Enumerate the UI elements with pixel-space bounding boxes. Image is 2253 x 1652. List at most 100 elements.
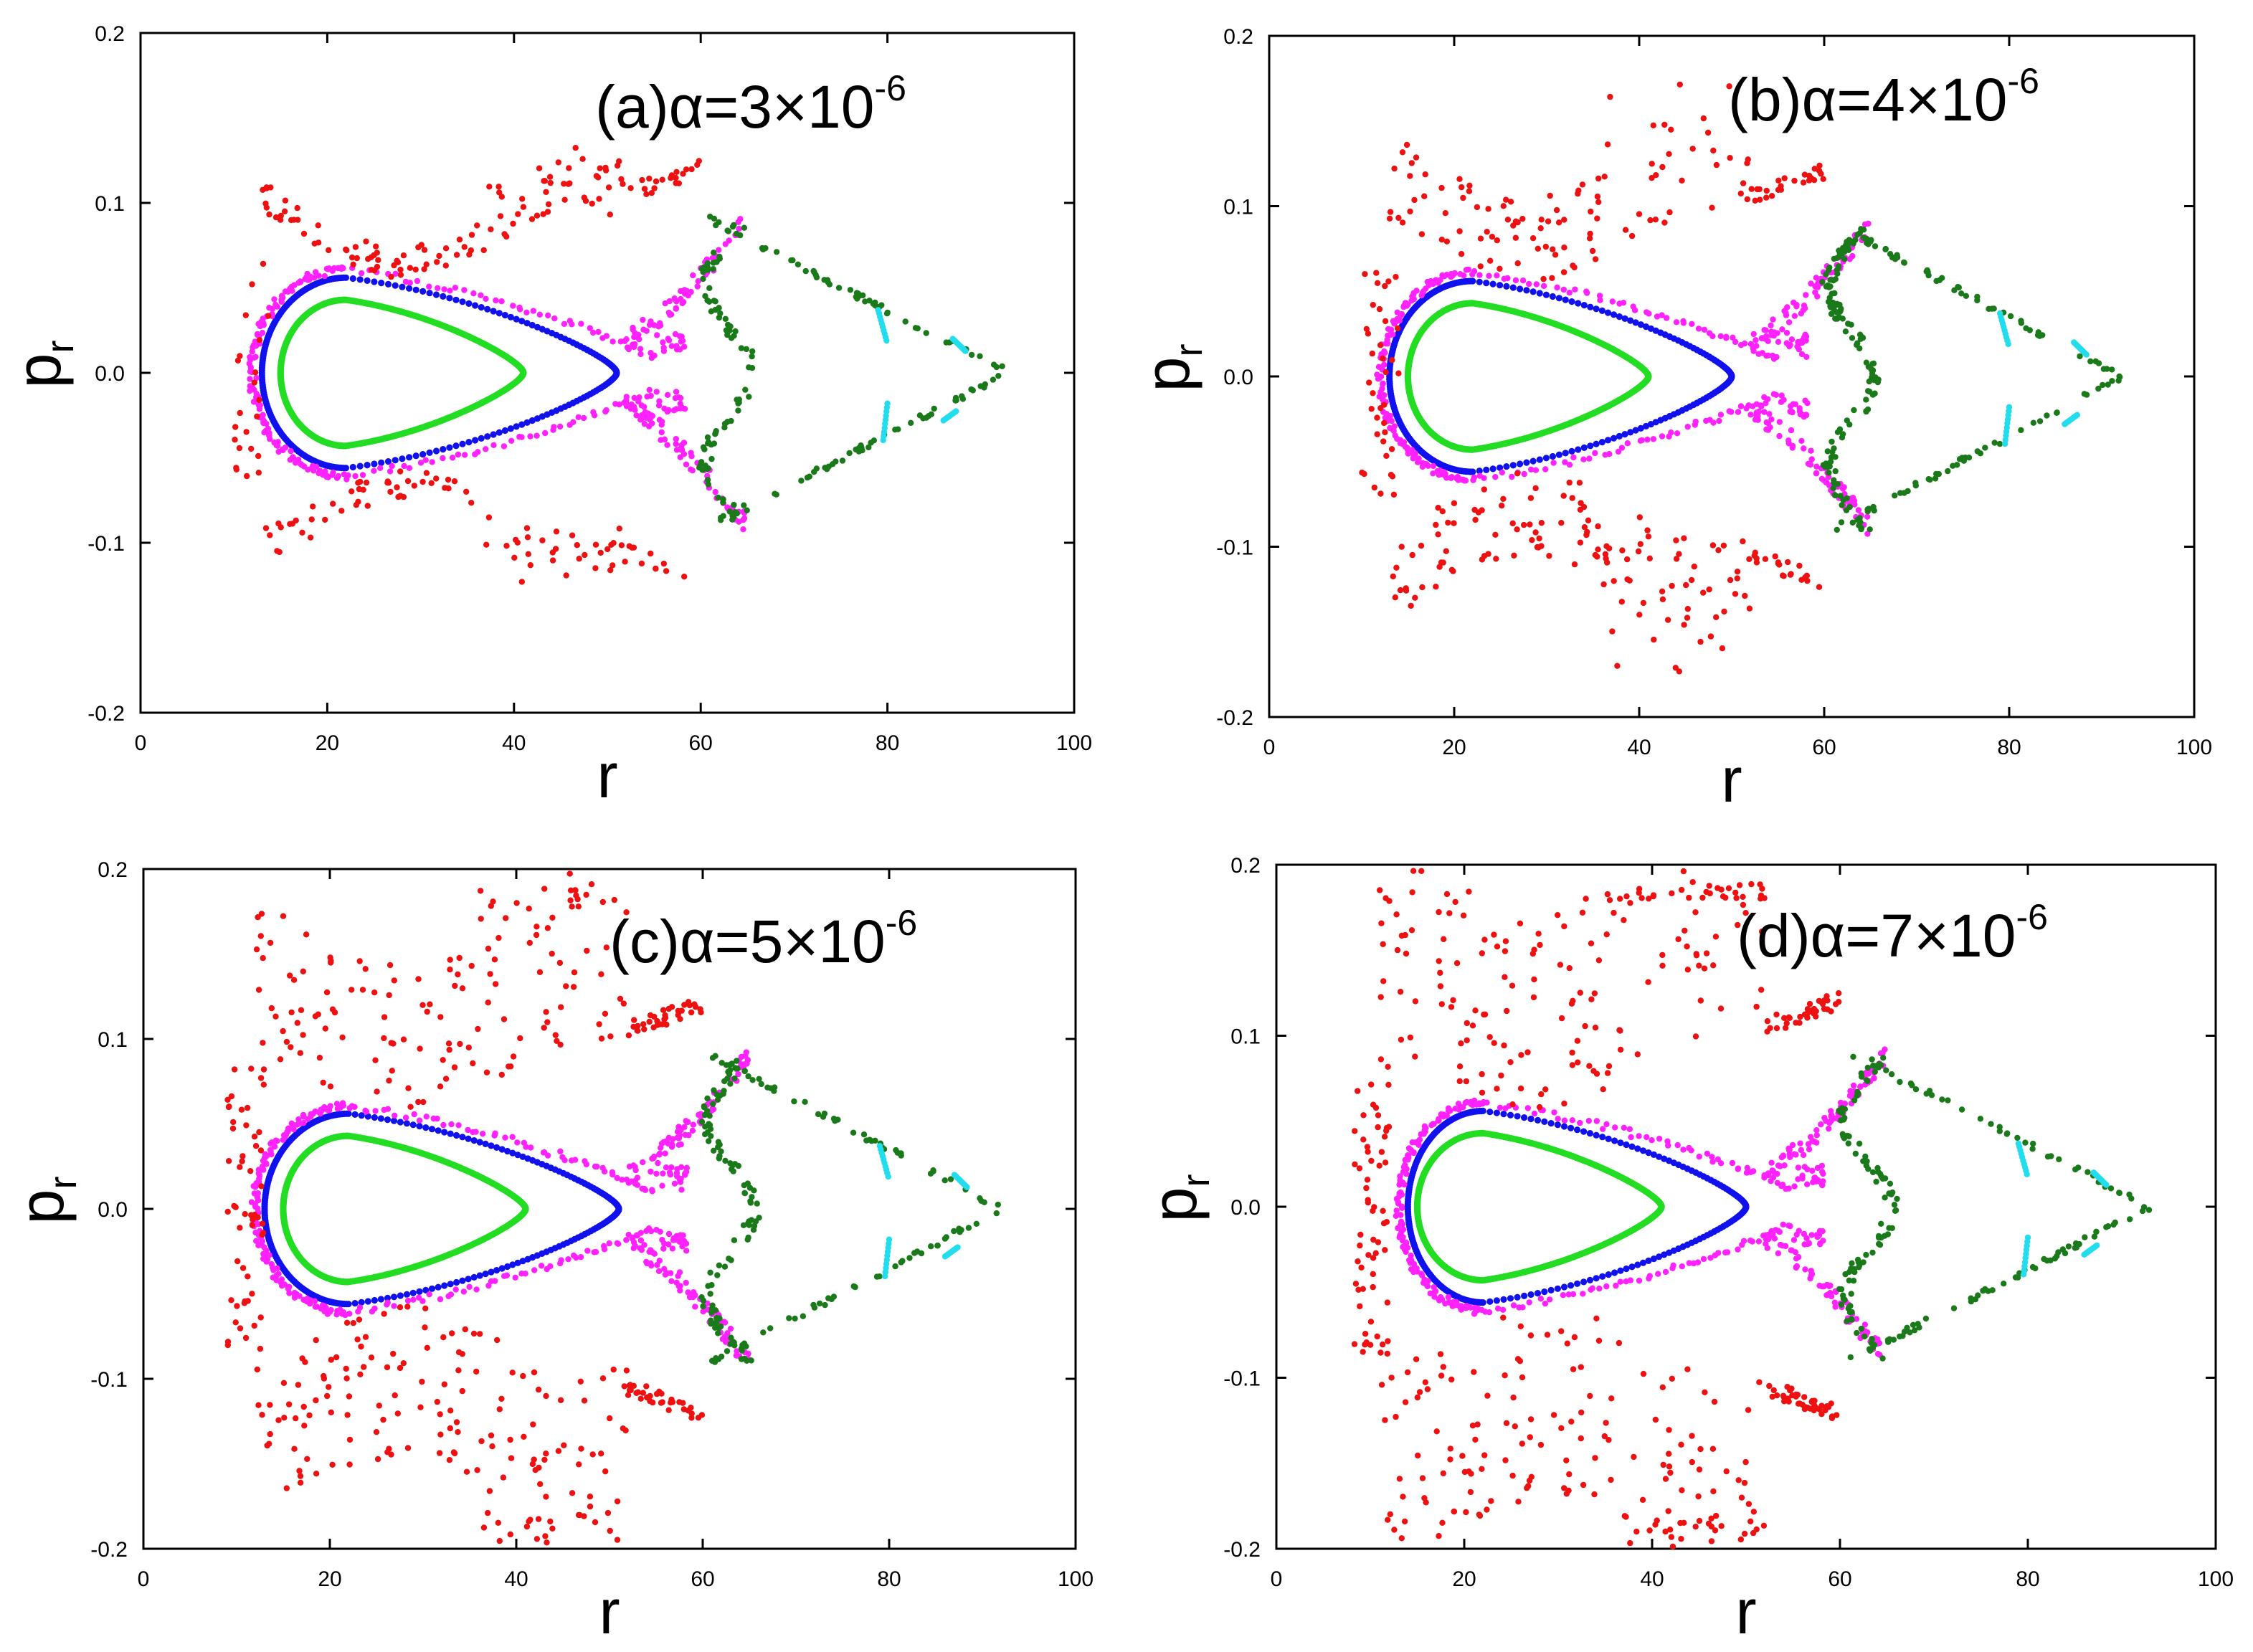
data-point: [1775, 338, 1782, 345]
data-point: [465, 1135, 472, 1142]
data-point: [1403, 141, 1410, 148]
data-point: [1788, 427, 1795, 434]
data-point: [592, 1163, 599, 1170]
data-point: [1740, 538, 1746, 545]
data-point: [406, 454, 413, 461]
data-point: [637, 346, 644, 352]
data-point: [822, 465, 828, 471]
data-point: [685, 999, 692, 1005]
data-point: [1409, 293, 1415, 300]
data-point: [677, 394, 684, 402]
data-point: [1750, 348, 1757, 354]
data-point: [1669, 582, 1675, 589]
data-point: [1371, 484, 1378, 491]
data-point: [1659, 163, 1666, 171]
data-point: [599, 1375, 607, 1382]
data-point: [1466, 182, 1473, 189]
data-point: [1616, 300, 1623, 307]
data-point: [239, 1265, 247, 1271]
data-point: [352, 244, 359, 250]
data-point: [1472, 516, 1479, 523]
data-point: [1637, 541, 1643, 547]
data-point: [453, 252, 460, 258]
data-point: [669, 1245, 676, 1252]
data-point: [313, 269, 319, 275]
data-point: [523, 419, 531, 426]
data-point: [371, 252, 377, 259]
data-point: [746, 364, 752, 371]
data-point: [2044, 412, 2050, 419]
data-point: [636, 394, 642, 401]
data-point: [1758, 335, 1765, 342]
data-point: [1752, 337, 1759, 343]
data-point: [634, 1174, 641, 1181]
data-point: [1753, 555, 1760, 562]
data-point: [1538, 520, 1545, 526]
data-point: [811, 469, 817, 475]
data-point: [598, 1035, 605, 1042]
data-point: [256, 332, 262, 339]
data-point: [310, 467, 317, 474]
data-point: [501, 1016, 508, 1022]
x-tick-label: 40: [1627, 736, 1651, 759]
data-point: [503, 543, 510, 549]
data-point: [436, 252, 442, 260]
data-point: [835, 285, 843, 291]
data-point: [447, 967, 453, 973]
data-point: [410, 1296, 417, 1303]
data-point: [1735, 409, 1742, 415]
data-point: [432, 447, 440, 455]
data-point: [371, 1296, 379, 1304]
data-point: [1529, 288, 1537, 295]
data-point: [233, 466, 239, 473]
data-point: [1421, 193, 1428, 199]
panel-c: 0 20 40 60 80 100-0.2-0.10.00.10.2rpr(c)α=5×1…: [6, 858, 1094, 1647]
data-point: [704, 297, 711, 304]
data-point: [1382, 318, 1389, 325]
data-point: [328, 957, 334, 964]
data-point: [280, 1136, 286, 1144]
data-point: [1829, 449, 1836, 455]
data-point: [1707, 633, 1714, 640]
data-point: [296, 1468, 303, 1474]
data-point: [952, 394, 959, 402]
data-point: [484, 305, 491, 313]
data-point: [668, 311, 675, 318]
data-point: [648, 550, 654, 557]
data-point: [371, 989, 378, 996]
data-point: [2115, 377, 2122, 384]
data-point: [449, 1330, 455, 1337]
data-point: [847, 287, 854, 293]
data-point: [1614, 663, 1621, 669]
data-point: [377, 465, 384, 471]
data-point: [265, 313, 272, 319]
data-point: [403, 1120, 411, 1127]
data-point: [1863, 397, 1869, 403]
data-point: [1720, 542, 1727, 549]
data-point: [705, 481, 711, 488]
data-point: [846, 450, 853, 457]
data-point: [392, 270, 399, 277]
data-point: [423, 470, 430, 476]
data-point: [1635, 548, 1642, 555]
data-point: [659, 1399, 665, 1405]
data-point: [252, 369, 259, 376]
data-point: [599, 1164, 606, 1172]
data-point: [1849, 252, 1856, 260]
data-point: [1402, 443, 1409, 450]
data-point: [1727, 155, 1733, 161]
data-point: [1813, 470, 1820, 476]
data-point: [412, 286, 419, 293]
data-point: [2018, 320, 2025, 326]
data-point: [1676, 668, 1682, 675]
data-point: [1626, 577, 1633, 584]
data-point: [1366, 379, 1372, 386]
data-point: [262, 525, 270, 531]
data-point: [377, 1115, 385, 1122]
data-point: [536, 311, 543, 318]
data-point: [339, 1034, 346, 1041]
data-point: [607, 212, 613, 218]
data-point: [524, 534, 531, 541]
y-tick-label: 0.2: [1223, 25, 1253, 49]
data-point: [692, 1304, 698, 1310]
